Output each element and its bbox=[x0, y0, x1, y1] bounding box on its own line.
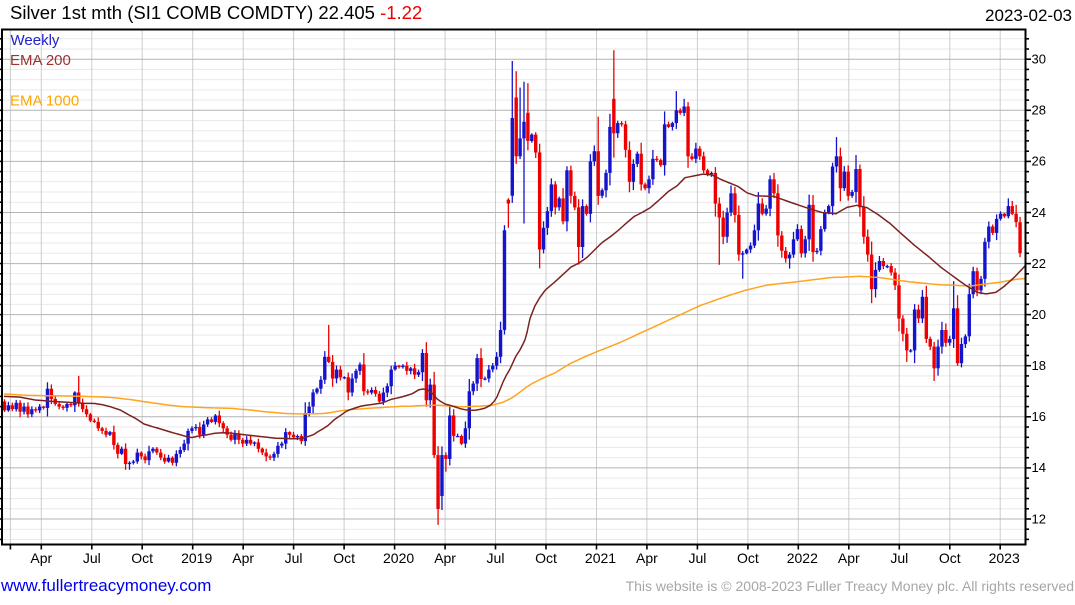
svg-text:EMA 200: EMA 200 bbox=[10, 52, 71, 69]
svg-text:Jul: Jul bbox=[688, 550, 706, 566]
svg-text:26: 26 bbox=[1032, 154, 1046, 169]
svg-text:This website is © 2008-2023 Fu: This website is © 2008-2023 Fuller Treac… bbox=[626, 578, 1074, 594]
svg-text:2022: 2022 bbox=[787, 550, 818, 566]
svg-text:Jul: Jul bbox=[83, 550, 101, 566]
svg-text:16: 16 bbox=[1032, 409, 1046, 424]
svg-text:2021: 2021 bbox=[585, 550, 616, 566]
svg-text:2020: 2020 bbox=[383, 550, 414, 566]
svg-text:www.fullertreacymoney.com: www.fullertreacymoney.com bbox=[0, 576, 211, 595]
svg-text:Apr: Apr bbox=[434, 550, 456, 566]
svg-text:EMA 1000: EMA 1000 bbox=[10, 93, 79, 110]
svg-text:Oct: Oct bbox=[333, 550, 355, 566]
svg-text:Oct: Oct bbox=[939, 550, 961, 566]
svg-text:Jul: Jul bbox=[285, 550, 303, 566]
svg-text:14: 14 bbox=[1032, 460, 1046, 475]
svg-text:Apr: Apr bbox=[636, 550, 658, 566]
svg-text:22: 22 bbox=[1032, 256, 1046, 271]
svg-text:30: 30 bbox=[1032, 52, 1046, 67]
svg-text:24: 24 bbox=[1032, 205, 1046, 220]
svg-text:2023: 2023 bbox=[989, 550, 1020, 566]
svg-text:Weekly: Weekly bbox=[11, 32, 60, 49]
svg-text:12: 12 bbox=[1032, 511, 1046, 526]
svg-text:Silver 1st mth (SI1 COMB COMDT: Silver 1st mth (SI1 COMB COMDTY) 22.405 … bbox=[10, 2, 422, 23]
svg-text:Apr: Apr bbox=[30, 550, 52, 566]
svg-text:Jul: Jul bbox=[487, 550, 505, 566]
svg-text:Apr: Apr bbox=[232, 550, 254, 566]
svg-text:Apr: Apr bbox=[838, 550, 860, 566]
svg-text:Oct: Oct bbox=[131, 550, 153, 566]
svg-text:28: 28 bbox=[1032, 103, 1046, 118]
svg-text:20: 20 bbox=[1032, 307, 1046, 322]
svg-text:2019: 2019 bbox=[181, 550, 212, 566]
svg-text:Oct: Oct bbox=[737, 550, 759, 566]
svg-text:Jul: Jul bbox=[890, 550, 908, 566]
svg-text:2023-02-03: 2023-02-03 bbox=[985, 6, 1072, 25]
svg-text:18: 18 bbox=[1032, 358, 1046, 373]
svg-text:Oct: Oct bbox=[535, 550, 557, 566]
